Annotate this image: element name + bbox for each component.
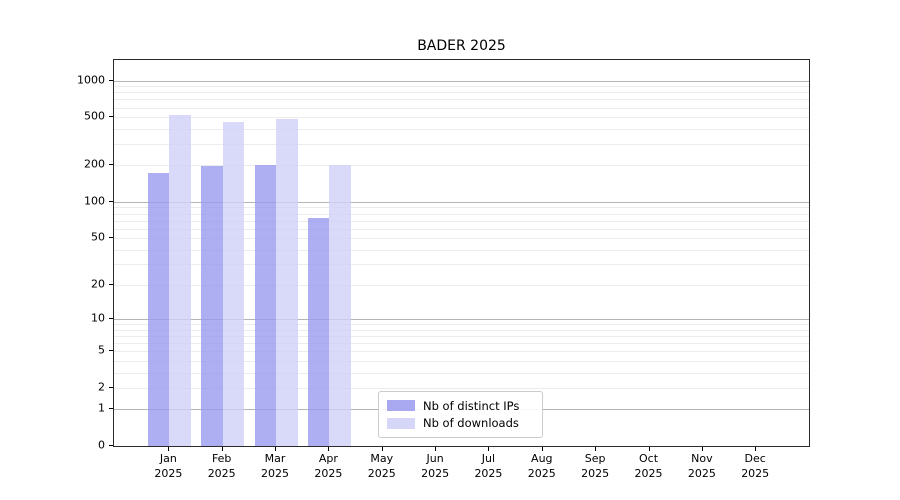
y-tick-label-10: 10	[91, 311, 105, 325]
gridline-200	[114, 165, 809, 167]
x-tick-label-dec-2025: Dec 2025	[741, 452, 770, 480]
bar-mar-2025-downloads	[276, 119, 298, 446]
x-tick-label-jun-2025: Jun 2025	[421, 452, 450, 480]
gridline-3	[114, 372, 809, 374]
y-tick-mark-0	[109, 445, 113, 446]
y-tick-label-1000: 1000	[77, 73, 105, 87]
gridline-40	[114, 249, 809, 251]
x-tick-mark-mar-2025	[275, 447, 277, 451]
y-tick-mark-1	[109, 408, 113, 410]
gridline-2	[114, 387, 809, 389]
gridline-600	[114, 107, 809, 109]
x-tick-label-sep-2025: Sep 2025	[581, 452, 610, 480]
gridline-9	[114, 324, 809, 326]
y-tick-mark-2	[109, 386, 113, 388]
y-tick-label-20: 20	[91, 277, 105, 291]
x-tick-label-apr-2025: Apr 2025	[314, 452, 343, 480]
plot-area	[113, 59, 810, 447]
gridline-8	[114, 329, 809, 331]
legend-label-distinct-ips: Nb of distinct IPs	[423, 398, 520, 413]
gridline-500	[114, 117, 809, 119]
gridline-100	[114, 201, 809, 203]
gridline-20	[114, 284, 809, 286]
gridline-7	[114, 336, 809, 337]
gridline-70	[114, 220, 809, 222]
gridline-300	[114, 144, 809, 146]
gridline-6	[114, 343, 809, 345]
legend-item-distinct-ips: Nb of distinct IPs	[387, 399, 534, 413]
bar-mar-2025-ips	[254, 164, 277, 446]
y-tick-label-2: 2	[98, 380, 105, 394]
y-tick-label-100: 100	[84, 194, 105, 208]
y-tick-mark-1000	[109, 79, 113, 81]
x-tick-label-may-2025: May 2025	[367, 452, 396, 480]
x-tick-mark-dec-2025	[755, 447, 757, 451]
x-tick-label-oct-2025: Oct 2025	[634, 452, 663, 480]
bar-jan-2025-ips	[147, 172, 170, 446]
gridline-50	[114, 238, 809, 240]
legend: Nb of distinct IPs Nb of downloads	[378, 391, 543, 438]
y-tick-label-50: 50	[91, 230, 105, 244]
gridline-1000	[114, 80, 809, 82]
x-tick-label-jan-2025: Jan 2025	[154, 452, 183, 480]
x-tick-mark-aug-2025	[541, 447, 543, 451]
gridline-4	[114, 360, 809, 362]
y-tick-label-5: 5	[98, 343, 105, 357]
gridline-10	[114, 319, 809, 321]
x-tick-mark-sep-2025	[595, 447, 597, 451]
legend-label-downloads: Nb of downloads	[423, 416, 519, 431]
x-tick-mark-nov-2025	[701, 447, 703, 451]
bar-feb-2025-downloads	[222, 121, 245, 446]
gridline-80	[114, 213, 809, 215]
x-tick-label-feb-2025: Feb 2025	[207, 452, 236, 480]
legend-swatch-downloads	[387, 417, 415, 429]
y-tick-mark-50	[109, 237, 113, 239]
x-tick-label-aug-2025: Aug 2025	[527, 452, 556, 480]
x-tick-label-nov-2025: Nov 2025	[687, 452, 716, 480]
y-tick-mark-5	[109, 350, 113, 352]
bar-apr-2025-downloads	[329, 165, 351, 446]
x-tick-label-mar-2025: Mar 2025	[261, 452, 290, 480]
x-tick-mark-apr-2025	[328, 447, 330, 451]
gridline-90	[114, 207, 809, 209]
y-tick-mark-200	[109, 164, 113, 166]
x-tick-mark-may-2025	[381, 447, 383, 451]
x-tick-mark-feb-2025	[221, 447, 223, 451]
bar-apr-2025-ips	[307, 217, 330, 446]
gridline-60	[114, 228, 809, 230]
gridline-900	[114, 86, 809, 88]
y-tick-mark-100	[109, 200, 113, 202]
y-tick-label-200: 200	[84, 157, 105, 171]
gridline-700	[114, 99, 809, 101]
x-tick-mark-jul-2025	[488, 447, 490, 451]
legend-swatch-distinct-ips	[387, 400, 415, 412]
y-tick-mark-20	[109, 283, 113, 285]
gridline-400	[114, 128, 809, 130]
x-tick-mark-jan-2025	[168, 447, 170, 451]
y-tick-mark-500	[109, 116, 113, 118]
y-tick-label-500: 500	[84, 109, 105, 123]
gridline-5	[114, 351, 809, 353]
gridline-800	[114, 92, 809, 94]
y-tick-label-1: 1	[98, 401, 105, 415]
x-tick-label-jul-2025: Jul 2025	[474, 452, 503, 480]
gridline-30	[114, 264, 809, 266]
x-tick-mark-oct-2025	[648, 447, 650, 451]
bar-jan-2025-downloads	[169, 114, 191, 446]
bar-feb-2025-ips	[201, 166, 223, 446]
y-tick-label-0: 0	[98, 438, 105, 452]
legend-item-downloads: Nb of downloads	[387, 416, 534, 430]
chart-title: BADER 2025	[417, 38, 506, 54]
x-tick-mark-jun-2025	[435, 447, 437, 451]
y-tick-mark-10	[109, 318, 113, 320]
